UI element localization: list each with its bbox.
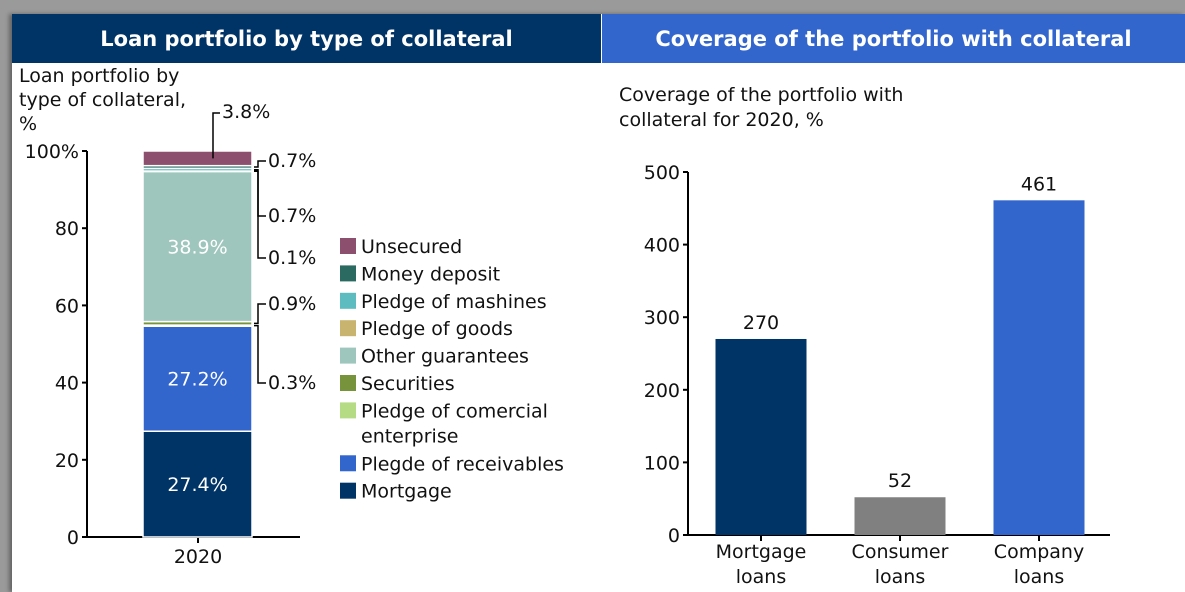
left-y-tick-label: 100% <box>25 141 79 163</box>
legend-label: enterprise <box>361 425 458 447</box>
legend-swatch <box>340 375 356 391</box>
legend-swatch <box>340 455 356 472</box>
stacked-bar-segment <box>142 150 253 167</box>
legend-label: Mortgage <box>361 481 452 503</box>
bar-data-label: 52 <box>888 470 912 492</box>
right-chart-title-line: Coverage of the portfolio with <box>619 84 903 106</box>
segment-data-label: 0.3% <box>268 372 316 394</box>
left-y-tick-label: 20 <box>55 450 79 472</box>
left-chart-title-line: Loan portfolio by <box>19 65 179 87</box>
right-y-tick-label: 300 <box>644 307 680 329</box>
legend-swatch <box>340 402 356 419</box>
right-y-tick-label: 400 <box>644 235 680 257</box>
left-x-tick-label: 2020 <box>174 546 222 568</box>
segment-data-label: 0.7% <box>268 205 316 227</box>
coverage-bar <box>993 200 1085 535</box>
segment-data-label: 27.2% <box>167 369 227 391</box>
bar-data-label: 270 <box>743 312 779 334</box>
coverage-bar <box>854 497 946 535</box>
right-y-tick-label: 500 <box>644 162 680 184</box>
legend-label: Securities <box>361 373 455 395</box>
leader-line <box>254 324 266 384</box>
segment-data-label: 38.9% <box>167 237 227 259</box>
legend-label: Pledge of goods <box>361 318 513 340</box>
segment-data-label: 3.8% <box>222 101 270 123</box>
legend-label: Unsecured <box>361 236 462 258</box>
legend-swatch <box>340 292 356 309</box>
leader-line <box>212 112 220 159</box>
leader-line <box>254 168 266 217</box>
right-x-tick-label: Consumer <box>852 541 949 563</box>
legend-label: Plegde of receivables <box>361 453 564 475</box>
left-y-tick-label: 0 <box>67 527 79 549</box>
right-x-tick-label: loans <box>875 566 926 588</box>
right-x-tick-label: loans <box>1014 566 1065 588</box>
right-y-tick-label: 100 <box>644 452 680 474</box>
leader-line <box>254 160 266 168</box>
right-y-tick-label: 200 <box>644 380 680 402</box>
left-chart-title-line: type of collateral, <box>19 89 186 111</box>
right-y-tick-label: 0 <box>668 525 680 547</box>
bar-data-label: 461 <box>1021 173 1057 195</box>
legend-label: Pledge of mashines <box>361 291 547 313</box>
left-panel-header: Loan portfolio by type of collateral <box>12 14 601 63</box>
right-x-tick-label: loans <box>736 566 787 588</box>
coverage-bar <box>715 338 807 535</box>
stacked-bar-segment <box>142 325 253 432</box>
legend-swatch <box>340 265 356 282</box>
legend-label: Other guarantees <box>361 346 529 368</box>
legend-swatch <box>340 320 356 337</box>
legend-label: Pledge of comercial <box>361 400 548 422</box>
stacked-bar-segment <box>142 430 253 538</box>
left-y-tick-label: 40 <box>55 373 79 395</box>
right-panel-header: Coverage of the portfolio with collatera… <box>602 14 1185 63</box>
legend-swatch <box>340 238 356 254</box>
right-chart-title-line: collateral for 2020, % <box>619 109 824 131</box>
leader-line <box>254 303 266 325</box>
right-x-tick-label: Company <box>994 541 1084 563</box>
stacked-bar-segment <box>142 170 253 323</box>
right-x-tick-label: Mortgage <box>716 541 807 563</box>
left-chart-title-line: % <box>19 113 37 135</box>
segment-data-label: 27.4% <box>167 474 227 496</box>
leader-line <box>254 170 266 259</box>
legend-label: Money deposit <box>361 263 500 285</box>
left-y-tick-label: 60 <box>55 295 79 317</box>
segment-data-label: 0.9% <box>268 293 316 315</box>
segment-data-label: 0.1% <box>268 247 316 269</box>
legend-swatch <box>340 347 356 364</box>
left-y-tick-label: 80 <box>55 218 79 240</box>
legend-swatch <box>340 482 356 499</box>
segment-data-label: 0.7% <box>268 150 316 172</box>
